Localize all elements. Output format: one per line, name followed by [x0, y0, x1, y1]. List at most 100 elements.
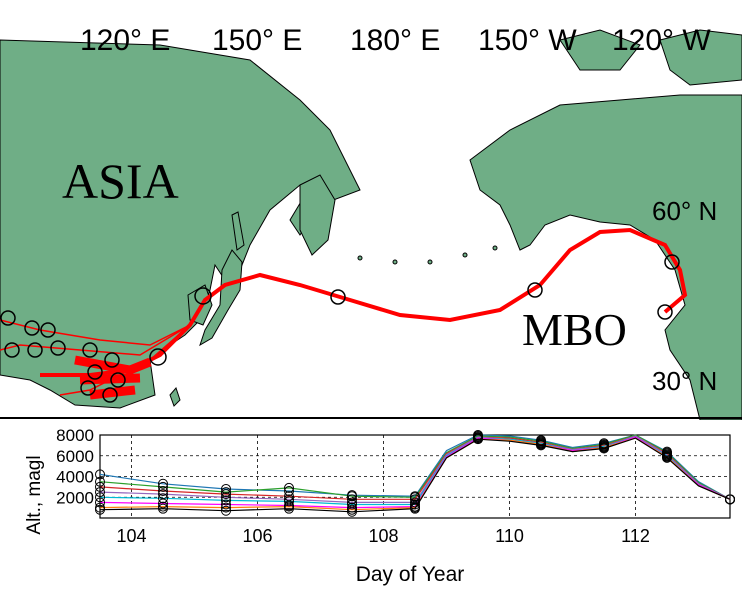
marker [110, 372, 126, 388]
x-tick-labels: 104 106 108 110 112 [116, 526, 649, 546]
series-marker [347, 494, 357, 505]
marker [149, 348, 167, 366]
taiwan-island [169, 387, 181, 407]
series-marker [221, 502, 231, 513]
series-marker [284, 503, 294, 514]
marker [27, 342, 43, 358]
series-marker [95, 504, 105, 515]
series-marker [221, 489, 231, 500]
aleutian-island [462, 252, 468, 258]
aleutian-island [427, 259, 433, 265]
land-masses [0, 29, 742, 420]
series-marker [158, 503, 168, 514]
series-marker [158, 481, 168, 492]
marker [0, 310, 16, 326]
y-tick-label: 8000 [56, 426, 94, 445]
series-marker [95, 487, 105, 498]
series-marker [221, 492, 231, 503]
series-marker [347, 506, 357, 517]
series-marker [221, 483, 231, 494]
series-marker [284, 486, 294, 497]
series-marker [662, 452, 672, 463]
north-america [469, 94, 742, 420]
x-tick-label: 104 [116, 526, 146, 546]
trajectory-main [40, 227, 688, 377]
lon-label-180e: 180° E [350, 24, 440, 57]
series-marker [158, 478, 168, 489]
marker [330, 289, 346, 305]
series-marker [158, 498, 168, 509]
longitude-labels: 120° E 150° E 180° E 150° W 120° W [80, 24, 711, 57]
marker [104, 352, 120, 368]
x-axis-label: Day of Year [356, 563, 465, 586]
series-marker [158, 493, 168, 504]
arctic-island-1 [559, 29, 641, 71]
series-marker [536, 440, 546, 451]
x-tick-label: 106 [242, 526, 272, 546]
marker [24, 320, 40, 336]
series-marker [473, 434, 483, 445]
trajectory-map: 120° E 150° E 180° E 150° W 120° W 60° N… [0, 24, 742, 420]
series-marker [347, 491, 357, 502]
y-axis-label: Alt., magl [24, 455, 45, 534]
series-marker [284, 482, 294, 493]
lon-label-150e: 150° E [212, 24, 302, 57]
series-marker [284, 496, 294, 507]
series-lines [99, 434, 731, 513]
series-marker [725, 494, 735, 505]
marker [527, 282, 543, 298]
lat-label-30n: 30° N [652, 366, 717, 396]
series-marker [95, 469, 105, 480]
marker [664, 254, 680, 270]
aleutian-island [357, 255, 363, 261]
series-marker [221, 505, 231, 516]
series-marker [95, 481, 105, 492]
series-marker [410, 503, 420, 514]
marker [87, 364, 103, 380]
y-tick-label: 6000 [56, 447, 94, 466]
marker [194, 287, 212, 305]
series-line-1 [99, 434, 731, 500]
kamchatka [299, 174, 336, 256]
series-marker [221, 495, 231, 506]
latitude-labels: 60° N 30° N [652, 196, 717, 396]
asia-label: ASIA [62, 153, 179, 209]
series-markers [95, 430, 735, 517]
lat-label-60n: 60° N [652, 196, 717, 226]
y-tick-label: 4000 [56, 468, 94, 487]
trajectory-west-1 [0, 319, 191, 346]
mbo-label: MBO [522, 304, 627, 355]
series-marker [599, 443, 609, 454]
marker [80, 380, 96, 396]
series-marker [158, 486, 168, 497]
daily-markers [0, 254, 680, 403]
trajectory-source-cluster [74, 355, 152, 400]
lon-label-120w: 120° W [612, 24, 711, 57]
marker [102, 387, 118, 403]
marker [50, 340, 66, 356]
x-tick-label: 108 [368, 526, 398, 546]
arctic-island-2 [659, 29, 742, 86]
marker [40, 322, 56, 338]
series-marker [95, 497, 105, 508]
grid-lines [100, 434, 730, 518]
lon-label-150w: 150° W [478, 24, 577, 57]
japan [199, 249, 243, 347]
marker [657, 304, 673, 320]
series-marker [221, 499, 231, 510]
aleutian-island [392, 259, 398, 265]
marker [82, 342, 98, 358]
series-marker [95, 476, 105, 487]
series-line-7 [99, 437, 731, 513]
series-marker [347, 499, 357, 510]
series-marker [95, 492, 105, 503]
trajectory-west-2 [0, 324, 191, 356]
lon-label-120e: 120° E [80, 24, 170, 57]
sakhalin [231, 211, 245, 251]
marker [4, 342, 20, 358]
back-trajectories [0, 227, 688, 400]
aleutian-island [492, 245, 498, 251]
x-tick-label: 110 [495, 526, 524, 546]
